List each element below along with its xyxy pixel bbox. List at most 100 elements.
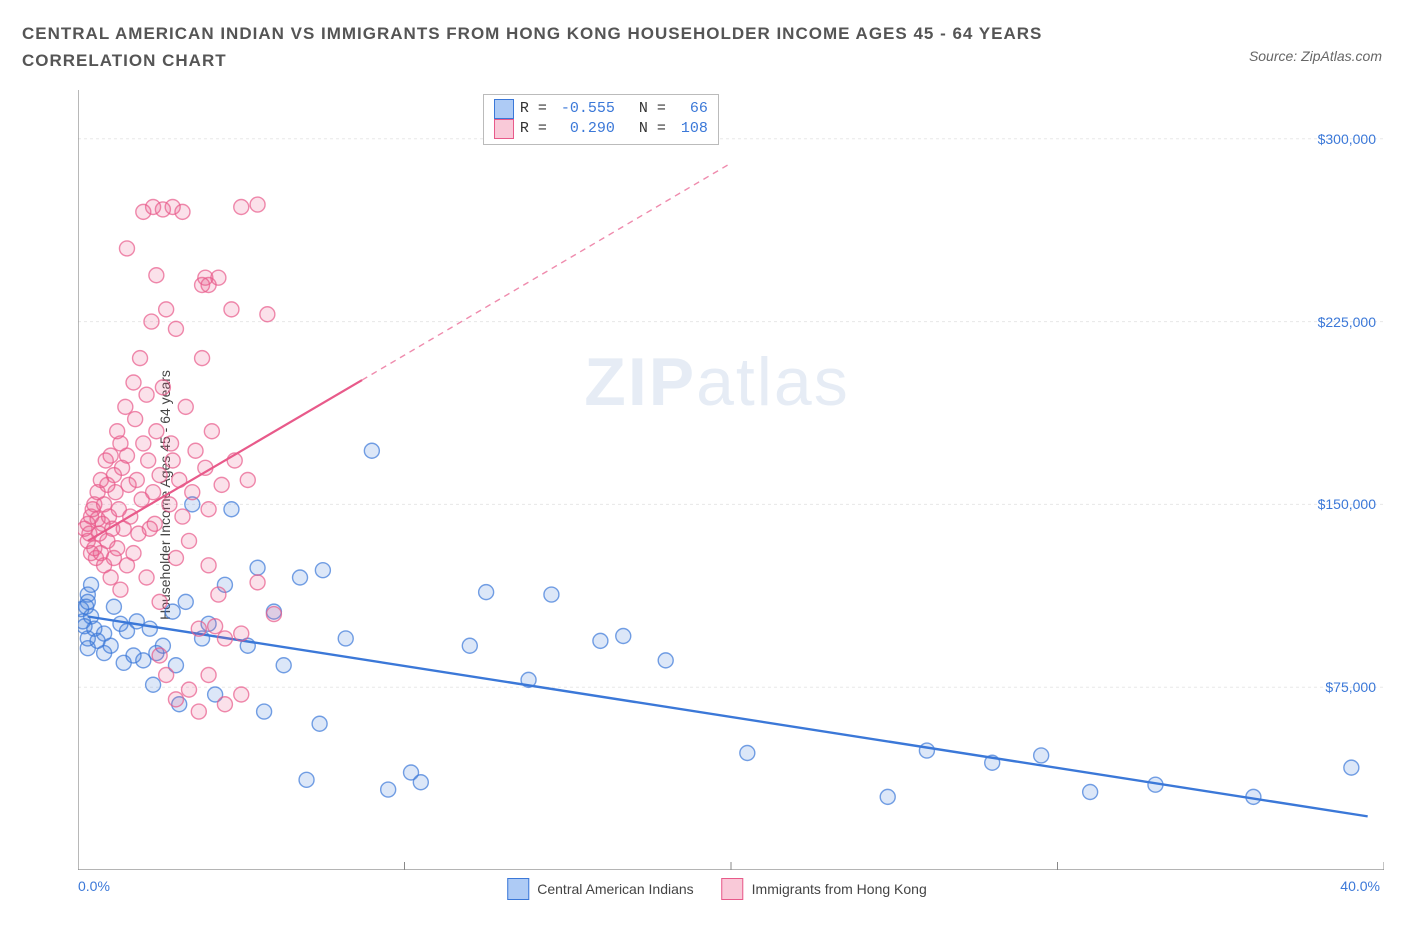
data-point [128,412,143,427]
data-point [413,775,428,790]
stats-swatch [494,99,514,119]
data-point [191,704,206,719]
data-point [144,314,159,329]
data-point [381,782,396,797]
data-point [204,424,219,439]
data-point [250,197,265,212]
plot-area: Householder Income Ages 45 - 64 years $7… [50,90,1384,900]
data-point [312,716,327,731]
legend: Central American Indians Immigrants from … [507,878,927,900]
data-point [299,772,314,787]
x-tick-label: 40.0% [1340,878,1380,894]
legend-swatch [507,878,529,900]
data-point [106,599,121,614]
data-point [185,485,200,500]
data-point [201,668,216,683]
stats-row: R = 0.290 N = 108 [494,119,708,139]
data-point [315,563,330,578]
data-point [740,746,755,761]
stats-row: R = -0.555 N = 66 [494,99,708,119]
data-point [129,473,144,488]
data-point [141,453,156,468]
data-point [616,629,631,644]
data-point [146,677,161,692]
data-point [146,485,161,500]
data-point [162,497,177,512]
legend-swatch [722,878,744,900]
legend-item: Central American Indians [507,878,693,900]
data-point [159,668,174,683]
data-point [250,575,265,590]
y-tick-label: $300,000 [1318,131,1376,147]
data-point [880,789,895,804]
data-point [224,302,239,317]
data-point [149,268,164,283]
data-point [234,200,249,215]
legend-label: Immigrants from Hong Kong [752,881,927,897]
y-tick-label: $75,000 [1325,679,1376,695]
data-point [208,619,223,634]
data-point [133,351,148,366]
data-point [159,302,174,317]
data-point [217,697,232,712]
stats-box: R = -0.555 N = 66R = 0.290 N = 108 [483,94,719,145]
data-point [658,653,673,668]
data-point [103,638,118,653]
data-point [126,546,141,561]
data-point [191,621,206,636]
trend-line [88,617,1368,817]
data-point [211,587,226,602]
data-point [462,638,477,653]
y-tick-label: $225,000 [1318,314,1376,330]
source-label: Source: ZipAtlas.com [1249,48,1382,64]
data-point [201,558,216,573]
data-point [188,443,203,458]
data-point [182,682,197,697]
data-point [165,604,180,619]
data-point [152,594,167,609]
data-point [276,658,291,673]
data-point [103,448,118,463]
data-point [1083,785,1098,800]
data-point [142,621,157,636]
data-point [593,633,608,648]
data-point [168,692,183,707]
data-point [139,570,154,585]
data-point [266,607,281,622]
data-point [260,307,275,322]
data-point [152,468,167,483]
data-point [165,453,180,468]
stats-swatch [494,119,514,139]
data-point [234,626,249,641]
data-point [119,448,134,463]
trend-line-dashed [362,163,731,380]
data-point [149,424,164,439]
data-point [214,477,229,492]
data-point [155,380,170,395]
data-point [178,594,193,609]
data-point [136,436,151,451]
data-point [224,502,239,517]
data-point [293,570,308,585]
data-point [113,582,128,597]
data-point [240,473,255,488]
data-point [234,687,249,702]
data-point [168,321,183,336]
scatter-plot [78,90,1384,870]
x-tick-label: 0.0% [78,878,110,894]
data-point [338,631,353,646]
data-point [178,399,193,414]
data-point [164,436,179,451]
data-point [175,509,190,524]
data-point [195,351,210,366]
data-point [544,587,559,602]
data-point [364,443,379,458]
data-point [217,631,232,646]
data-point [168,551,183,566]
data-point [119,241,134,256]
data-point [118,399,133,414]
data-point [201,502,216,517]
y-tick-label: $150,000 [1318,496,1376,512]
data-point [84,577,99,592]
data-point [152,648,167,663]
